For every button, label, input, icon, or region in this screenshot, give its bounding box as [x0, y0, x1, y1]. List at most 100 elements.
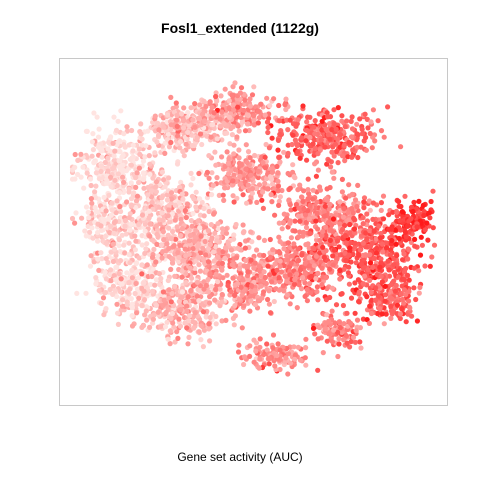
cell-point	[126, 186, 132, 192]
cell-point	[224, 272, 230, 278]
cell-point	[294, 142, 300, 149]
cell-point	[238, 85, 245, 91]
cell-point	[231, 172, 237, 178]
cell-point	[276, 287, 282, 293]
cell-point	[164, 197, 170, 203]
cell-point	[226, 105, 232, 111]
cell-point	[164, 112, 171, 118]
cell-point	[222, 163, 228, 169]
cell-point	[118, 108, 124, 114]
cell-point	[234, 134, 240, 140]
cell-point	[358, 345, 364, 351]
cell-point	[217, 286, 223, 292]
cell-point	[391, 262, 397, 268]
cell-point	[167, 219, 173, 225]
cell-point	[231, 107, 237, 113]
cell-point	[216, 260, 222, 267]
cell-point	[312, 118, 318, 124]
cell-point	[94, 114, 100, 120]
cell-point	[375, 118, 381, 124]
cell-point	[165, 131, 171, 137]
cell-point	[272, 212, 278, 218]
cell-point	[73, 210, 79, 216]
cell-point	[291, 344, 297, 350]
cell-point	[417, 252, 424, 258]
cell-point	[104, 177, 110, 183]
cell-point	[304, 298, 310, 304]
cell-point	[362, 111, 368, 117]
cell-point	[115, 118, 121, 124]
cell-point	[113, 210, 119, 216]
cell-point	[397, 315, 403, 322]
cell-point	[352, 240, 358, 246]
cell-point	[172, 273, 178, 279]
cell-point	[354, 121, 360, 127]
cell-point	[285, 351, 292, 357]
cell-point	[428, 198, 434, 205]
cell-point	[69, 215, 76, 222]
cell-point	[386, 212, 392, 218]
cell-point	[294, 305, 300, 311]
cell-point	[229, 182, 235, 188]
cell-point	[123, 168, 130, 174]
cell-point	[140, 323, 147, 329]
cell-point	[231, 142, 237, 148]
cell-point	[207, 241, 213, 248]
cell-point	[371, 255, 378, 262]
cell-point	[290, 132, 296, 138]
cell-point	[265, 263, 271, 269]
cell-point	[388, 315, 394, 321]
cell-point	[412, 243, 418, 249]
cell-point	[285, 127, 291, 133]
cell-point	[295, 246, 301, 252]
cell-point	[179, 268, 185, 274]
cell-point	[200, 245, 206, 251]
cell-point	[74, 290, 80, 296]
cell-point	[382, 298, 388, 304]
cell-point	[122, 223, 128, 229]
cell-point	[341, 337, 347, 343]
cell-point	[367, 243, 374, 249]
cell-point	[348, 320, 354, 326]
cell-point	[346, 182, 352, 188]
cell-point	[303, 242, 309, 248]
cell-point	[216, 192, 222, 198]
cell-point	[248, 229, 254, 235]
cell-point	[149, 199, 155, 206]
cell-point	[98, 223, 104, 229]
cell-point	[162, 184, 168, 190]
cell-point	[174, 329, 180, 335]
cell-point	[383, 240, 389, 246]
cell-point	[267, 174, 274, 180]
cell-point	[363, 252, 369, 258]
cell-point	[347, 245, 353, 251]
cell-point	[117, 289, 123, 295]
cell-point	[133, 260, 139, 267]
cell-point	[285, 170, 291, 177]
cell-point	[112, 288, 118, 294]
cell-point	[296, 205, 302, 211]
cell-point	[197, 225, 203, 231]
cell-point	[210, 121, 216, 128]
cell-point	[385, 104, 391, 110]
cell-point	[352, 310, 358, 316]
cell-point	[230, 178, 236, 184]
cell-point	[277, 263, 283, 269]
cell-point	[241, 303, 247, 309]
cell-point	[291, 241, 297, 247]
cell-point	[405, 223, 411, 229]
cell-point	[200, 344, 206, 350]
cell-point	[383, 292, 389, 298]
cell-point	[147, 221, 153, 227]
cell-point	[380, 216, 387, 222]
cell-point	[98, 168, 104, 174]
cell-point	[207, 99, 213, 105]
cell-point	[98, 227, 105, 233]
x-axis-label: Gene set activity (AUC)	[177, 450, 303, 464]
cell-point	[315, 336, 321, 342]
cell-point	[308, 290, 314, 296]
cell-point	[361, 195, 368, 201]
cell-point	[168, 190, 175, 196]
cell-point	[255, 168, 261, 174]
cell-point	[310, 187, 316, 193]
